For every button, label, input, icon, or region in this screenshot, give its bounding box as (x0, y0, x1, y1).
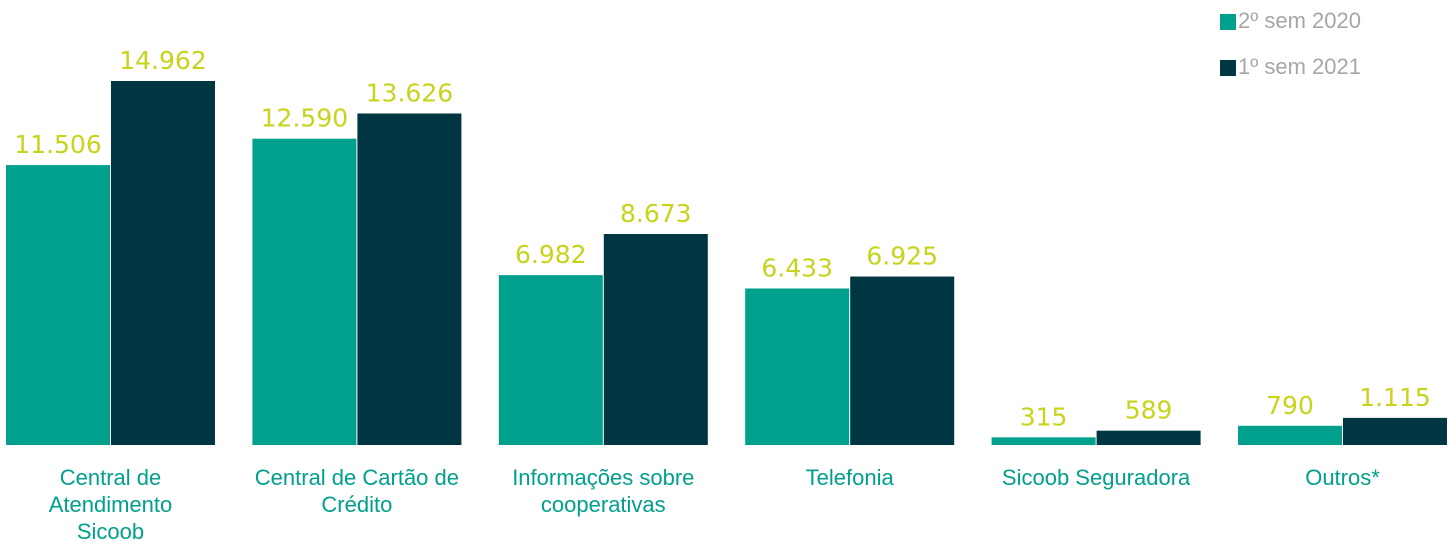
category-label: Sicoob Seguradora (1001, 465, 1191, 490)
legend-swatch (1220, 14, 1236, 30)
value-label: 12.590 (261, 104, 348, 133)
category-label: Central de Cartão de Crédito (254, 465, 459, 517)
bar (850, 276, 955, 445)
value-label: 1.115 (1359, 383, 1431, 412)
value-label: 6.982 (515, 240, 587, 269)
bar (745, 288, 850, 445)
value-label: 8.673 (620, 199, 692, 228)
category-label: Central de Atendimento Sicoob (48, 465, 173, 544)
bar (1238, 425, 1342, 445)
bar (1096, 430, 1201, 445)
value-label: 14.962 (119, 46, 206, 75)
value-label: 315 (1020, 402, 1068, 431)
value-label: 13.626 (366, 79, 453, 108)
legend-text: 1º sem 2021 (1238, 54, 1361, 79)
bar (111, 81, 215, 445)
value-label: 589 (1125, 396, 1173, 425)
bar (6, 165, 110, 445)
legend-swatch (1220, 60, 1236, 76)
bar (252, 138, 357, 445)
legend-text: 2º sem 2020 (1238, 8, 1361, 33)
bar (357, 113, 462, 445)
bar (603, 234, 708, 445)
bar (1343, 417, 1447, 445)
value-label: 6.925 (866, 242, 938, 271)
value-label: 6.433 (761, 253, 833, 282)
category-label: Informações sobre cooperativas (512, 465, 695, 517)
category-label: Outros* (1305, 465, 1380, 490)
value-label: 790 (1266, 391, 1314, 420)
value-label: 11.506 (14, 130, 101, 159)
bar (991, 437, 1096, 445)
bar (498, 275, 603, 445)
category-label: Telefonia (805, 465, 894, 490)
